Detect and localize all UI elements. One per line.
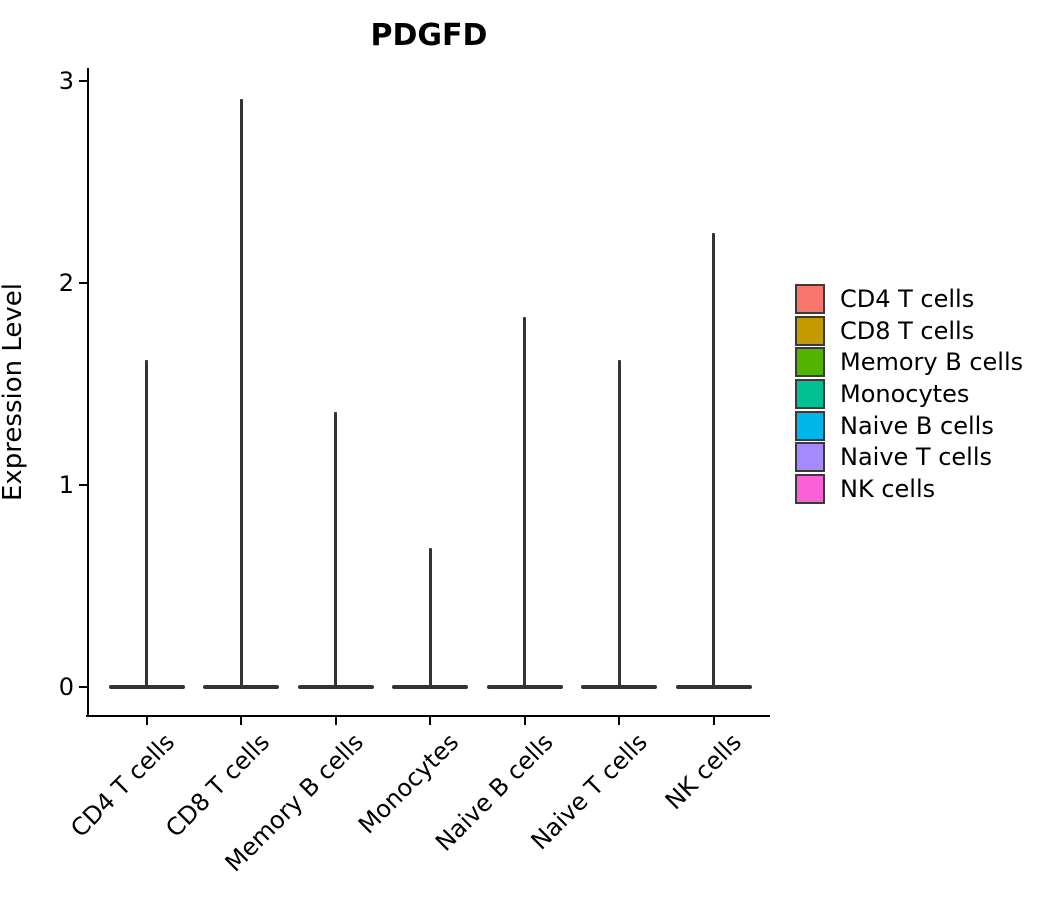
y-tick-label: 1 bbox=[58, 471, 74, 499]
legend-swatch bbox=[795, 347, 825, 378]
x-tick-mark bbox=[334, 717, 337, 725]
violin-spike-cd4-t-cells bbox=[145, 359, 148, 687]
violin-spike-monocytes bbox=[428, 547, 432, 687]
violin-spike-nk-cells bbox=[712, 232, 715, 687]
legend-label: Monocytes bbox=[840, 379, 970, 408]
violin-base-memory-b-cells bbox=[297, 685, 374, 689]
legend-label: CD8 T cells bbox=[840, 316, 975, 345]
y-tick-label: 0 bbox=[58, 673, 74, 701]
violin-base-monocytes bbox=[392, 685, 468, 689]
violin-base-nk-cells bbox=[675, 685, 752, 689]
chart-title: PDGFD bbox=[370, 18, 488, 53]
legend-label: CD4 T cells bbox=[840, 284, 975, 313]
x-tick-mark bbox=[145, 717, 148, 725]
legend-item-nk-cells: NK cells bbox=[795, 473, 1023, 505]
legend-item-cd8-t-cells: CD8 T cells bbox=[795, 315, 1023, 347]
violin-base-cd4-t-cells bbox=[108, 685, 185, 689]
legend-label: Naive B cells bbox=[840, 411, 994, 440]
legend-item-monocytes: Monocytes bbox=[795, 378, 1023, 410]
y-axis-line bbox=[87, 68, 89, 717]
x-tick-mark bbox=[618, 717, 620, 725]
y-tick-mark bbox=[79, 686, 87, 688]
legend-swatch bbox=[795, 283, 825, 314]
legend: CD4 T cells CD8 T cells Memory B cells Mono… bbox=[795, 283, 1023, 505]
x-axis-line bbox=[86, 715, 770, 717]
violin-spike-memory-b-cells bbox=[334, 412, 337, 687]
y-axis-label: Expression Level bbox=[0, 282, 28, 502]
x-tick-mark bbox=[523, 717, 526, 725]
legend-item-memory-b-cells: Memory B cells bbox=[795, 346, 1023, 378]
legend-swatch bbox=[795, 410, 825, 441]
x-tick-mark bbox=[240, 717, 242, 725]
legend-swatch bbox=[795, 442, 825, 473]
y-tick-label: 2 bbox=[58, 269, 74, 297]
legend-item-naive-t-cells: Naive T cells bbox=[795, 441, 1023, 473]
y-tick-label: 3 bbox=[58, 67, 74, 95]
legend-label: Memory B cells bbox=[840, 348, 1024, 377]
legend-swatch bbox=[795, 473, 825, 504]
violin-base-cd8-t-cells bbox=[203, 685, 279, 689]
x-axis-label: NK cells bbox=[660, 728, 748, 816]
y-tick-mark bbox=[79, 80, 87, 82]
legend-swatch bbox=[795, 378, 825, 409]
violin-spike-naive-t-cells bbox=[617, 359, 621, 687]
violin-spike-cd8-t-cells bbox=[239, 99, 243, 687]
legend-item-naive-b-cells: Naive B cells bbox=[795, 410, 1023, 442]
violin-base-naive-b-cells bbox=[486, 685, 563, 689]
y-tick-mark bbox=[79, 282, 87, 284]
x-tick-mark bbox=[712, 717, 715, 725]
legend-label: NK cells bbox=[840, 474, 936, 503]
legend-swatch bbox=[795, 315, 825, 346]
y-tick-mark bbox=[79, 484, 87, 486]
x-tick-mark bbox=[429, 717, 431, 725]
violin-base-naive-t-cells bbox=[581, 685, 657, 689]
violin-spike-naive-b-cells bbox=[523, 317, 526, 687]
legend-label: Naive T cells bbox=[840, 443, 993, 472]
legend-item-cd4-t-cells: CD4 T cells bbox=[795, 283, 1023, 315]
